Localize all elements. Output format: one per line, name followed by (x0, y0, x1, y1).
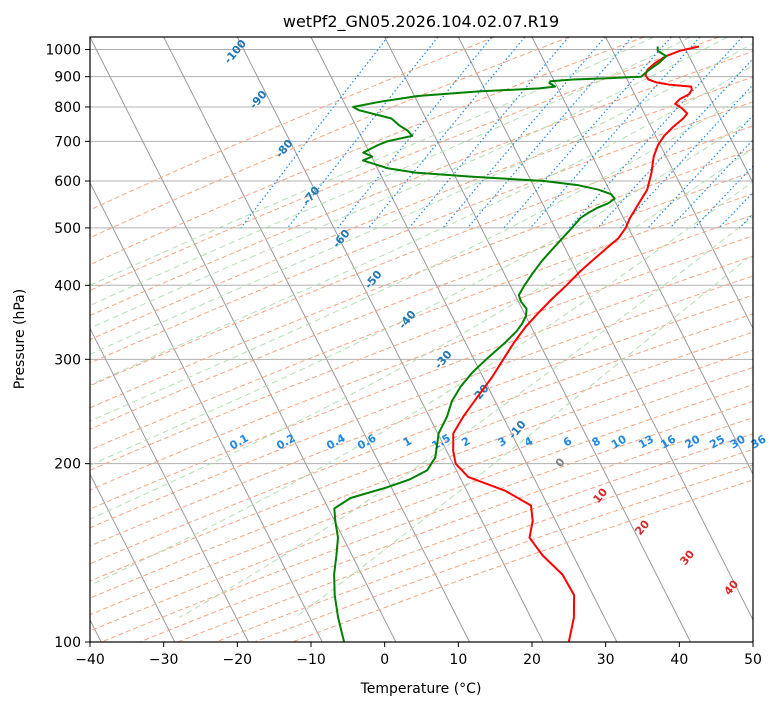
dry-adiabat (90, 37, 570, 239)
x-tick-label: −20 (223, 652, 253, 668)
x-tick-label: −10 (296, 652, 326, 668)
moist-adiabat (295, 253, 753, 618)
y-tick-label: 1000 (45, 43, 81, 59)
y-tick-label: 900 (54, 70, 81, 86)
dry-adiabat (90, 148, 753, 409)
y-axis-label: Pressure (hPa) (12, 289, 28, 389)
moist-adiabat (90, 147, 753, 520)
moist-adiabat (90, 37, 654, 286)
isotherm-line (457, 37, 753, 621)
isotherm-line (678, 37, 753, 184)
dry-adiabat (90, 275, 753, 529)
mixing-ratio-line (337, 37, 493, 229)
isotherm-line (384, 37, 691, 642)
dry-adiabat (90, 50, 753, 317)
dry-adiabat (90, 37, 645, 266)
y-tick-label: 600 (54, 174, 81, 190)
x-axis-label: Temperature (°C) (360, 681, 482, 697)
dry-adiabat (90, 235, 753, 491)
x-tick-label: −30 (149, 652, 179, 668)
mixing-ratio-line (597, 57, 753, 229)
dry-adiabat (90, 76, 753, 341)
y-tick-label: 500 (54, 221, 81, 237)
x-tick-label: 40 (670, 652, 688, 668)
y-axis-ticks: 100 200 300 400 500 600 700 800 900 1000 (45, 43, 90, 651)
x-tick-label: 20 (523, 652, 541, 668)
dry-adiabat (90, 255, 753, 510)
moist-adiabat (90, 37, 691, 307)
y-tick-label: 100 (54, 635, 81, 651)
isotherm-line (90, 37, 397, 642)
x-tick-label: −40 (75, 652, 105, 668)
isotherm-line (163, 37, 470, 642)
isotherm-line (90, 327, 249, 642)
x-tick-label: 30 (597, 652, 615, 668)
moist-adiabat (90, 37, 728, 329)
isotherm-line (90, 473, 176, 642)
background-lines (90, 37, 753, 642)
mixing-ratio-line (530, 37, 701, 229)
mixing-ratio-line (368, 37, 526, 229)
isotherm-line (310, 37, 618, 642)
y-tick-label: 200 (54, 457, 81, 473)
mixing-ratio-line (408, 37, 570, 229)
isotherm-line (605, 37, 753, 330)
y-tick-label: 400 (54, 278, 81, 294)
dewpoint-profile-line (333, 46, 668, 642)
temperature-profile-line (452, 45, 700, 642)
x-tick-label: 50 (744, 652, 762, 668)
mixing-ratio-line (568, 37, 743, 229)
y-tick-label: 700 (54, 134, 81, 150)
moist-adiabat (90, 42, 753, 355)
y-tick-label: 300 (54, 352, 81, 368)
dry-adiabat (90, 37, 495, 211)
dry-adiabat (90, 214, 753, 471)
profile-lines (333, 45, 700, 642)
isotherm-line (236, 37, 544, 642)
moist-adiabat (90, 117, 753, 466)
dry-adiabat (90, 171, 753, 430)
dry-adiabat (90, 125, 753, 387)
plot-frame (89, 36, 754, 643)
x-tick-label: 10 (449, 652, 467, 668)
isotherm-line (531, 37, 753, 476)
x-tick-label: 0 (380, 652, 389, 668)
x-axis-ticks: −40 −30 −20 −10 0 10 20 30 40 50 (75, 642, 762, 668)
dry-adiabat (90, 193, 753, 451)
mixing-ratio-line (503, 37, 672, 229)
chart-title: wetPf2_GN05.2026.104.02.07.R19 (283, 12, 559, 32)
mixing-ratio-line (669, 139, 753, 229)
isotherm-line (90, 181, 323, 642)
pressure-gridlines (90, 49, 753, 642)
y-tick-label: 800 (54, 100, 81, 116)
